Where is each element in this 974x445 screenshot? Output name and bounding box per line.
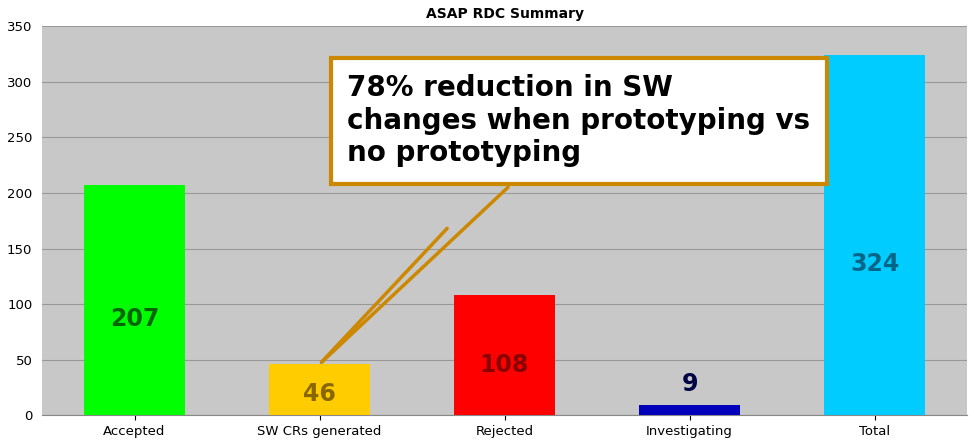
Text: 108: 108 — [480, 353, 529, 377]
Bar — [84, 185, 185, 415]
Text: 78% reduction in SW
changes when prototyping vs
no prototyping: 78% reduction in SW changes when prototy… — [321, 74, 810, 362]
Text: 9: 9 — [681, 372, 697, 396]
Bar — [269, 364, 370, 415]
Bar — [824, 55, 925, 415]
Text: 324: 324 — [850, 252, 899, 276]
Bar — [639, 405, 740, 415]
Text: 46: 46 — [303, 382, 336, 406]
Text: 207: 207 — [110, 307, 159, 331]
Bar — [454, 295, 555, 415]
Title: ASAP RDC Summary: ASAP RDC Summary — [426, 7, 583, 21]
